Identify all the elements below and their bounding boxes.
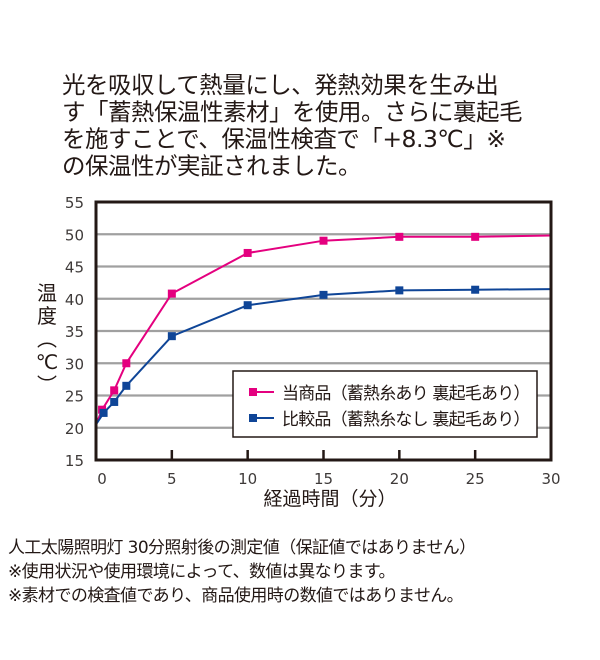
- x-ticks: 0 5 10 15 20 25 30: [97, 450, 561, 488]
- x-tick-label: 0: [97, 470, 107, 488]
- temperature-line-chart: 15 20 25 30 35 40 45 50 55 0 5 10 15 20 25 30 当商品（蓄熱糸あ…: [36, 194, 561, 510]
- intro-line: 光を吸収して熱量にし、発熱効果を生み出: [62, 71, 499, 99]
- x-tick-label: 30: [541, 470, 560, 488]
- legend-marker-square: [249, 414, 257, 422]
- legend-marker-square: [249, 388, 257, 396]
- y-tick-label: 30: [65, 355, 84, 373]
- svg-text:温度︵℃︶: 温度︵ ℃ ︶: [36, 281, 58, 397]
- data-point-marker: [167, 289, 176, 298]
- data-point-marker: [122, 381, 131, 390]
- y-tick-label: 25: [65, 388, 84, 406]
- intro-line: す「蓄熱保温性素材」を使用。さらに裏起毛: [62, 98, 523, 126]
- legend-label: 比較品（蓄熱糸なし 裏起毛あり）: [282, 409, 530, 430]
- y-tick-label: 40: [65, 291, 84, 309]
- data-point-marker: [471, 232, 480, 241]
- series-line: [95, 234, 552, 425]
- y-tick-label: 20: [65, 420, 84, 438]
- legend-item-this-product: 当商品（蓄熱糸あり 裏起毛あり）: [249, 383, 530, 404]
- x-tick-label: 25: [466, 470, 485, 488]
- data-point-marker: [471, 285, 480, 294]
- legend-box: [232, 370, 538, 438]
- footnote-line: ※使用状況や使用環境によって、数値は異なります。: [8, 562, 396, 582]
- data-point-marker: [243, 301, 252, 310]
- x-tick-label: 20: [390, 470, 409, 488]
- data-series: [95, 232, 552, 426]
- footnote-line: ※素材での検査値であり、商品使用時の数値ではありません。: [8, 586, 464, 606]
- y-axis-label: 温度︵ ℃ ︶: [36, 281, 58, 397]
- y-tick-label: 35: [65, 323, 84, 341]
- data-point-marker: [110, 397, 119, 406]
- legend-label: 当商品（蓄熱糸あり 裏起毛あり）: [282, 383, 530, 404]
- y-tick-label: 45: [65, 259, 84, 277]
- intro-text: 光を吸収して熱量にし、発熱効果を生み出 す「蓄熱保温性素材」を使用。さらに裏起毛…: [62, 72, 582, 180]
- data-point-marker: [122, 359, 131, 368]
- data-point-marker: [395, 286, 404, 295]
- y-tick-label: 15: [65, 452, 84, 470]
- data-point-marker: [319, 236, 328, 245]
- y-tick-label: 50: [65, 226, 84, 244]
- legend-item-comparison: 比較品（蓄熱糸なし 裏起毛あり）: [249, 409, 530, 430]
- legend: 当商品（蓄熱糸あり 裏起毛あり） 比較品（蓄熱糸なし 裏起毛あり）: [232, 370, 538, 438]
- intro-line: の保温性が実証されました。: [62, 152, 362, 180]
- intro-line: を施すことで、保温性検査で「+8.3℃」※: [62, 125, 506, 153]
- x-axis-label: 経過時間（分）: [263, 488, 396, 510]
- series-comparison: [95, 285, 552, 426]
- footnotes: 人工太陽照明灯 30分照射後の測定値（保証値ではありません） ※使用状況や使用環…: [8, 536, 598, 608]
- x-tick-label: 5: [167, 470, 177, 488]
- x-tick-label: 10: [238, 470, 257, 488]
- data-point-marker: [319, 290, 328, 299]
- data-point-marker: [167, 332, 176, 341]
- y-tick-label: 55: [65, 194, 84, 212]
- data-point-marker: [395, 232, 404, 241]
- data-point-marker: [110, 386, 119, 395]
- y-tick-labels: 15 20 25 30 35 40 45 50 55: [65, 194, 84, 470]
- footnote-line: 人工太陽照明灯 30分照射後の測定値（保証値ではありません）: [8, 538, 476, 558]
- data-point-marker: [99, 408, 108, 417]
- x-tick-label: 15: [314, 470, 333, 488]
- series-line: [95, 288, 552, 426]
- data-point-marker: [243, 248, 252, 257]
- plot-frame: [94, 200, 553, 462]
